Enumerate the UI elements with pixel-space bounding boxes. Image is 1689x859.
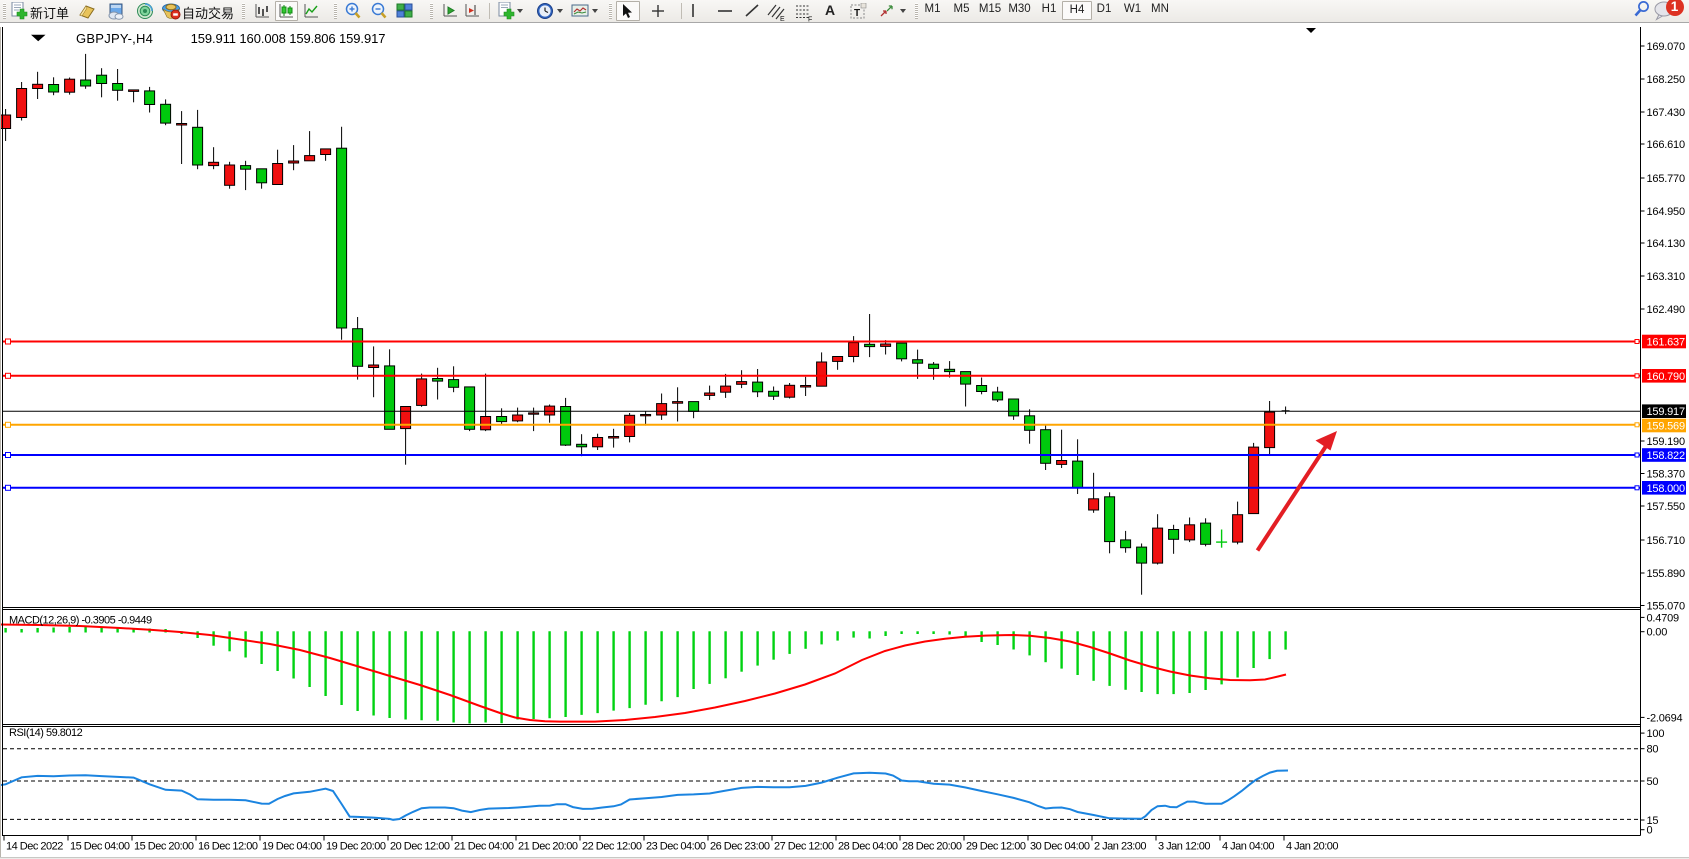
- svg-text:159.190: 159.190: [1647, 436, 1685, 448]
- svg-text:164.950: 164.950: [1647, 206, 1685, 218]
- svg-text:23 Dec 04:00: 23 Dec 04:00: [646, 841, 706, 853]
- svg-text:158.822: 158.822: [1647, 450, 1685, 462]
- svg-text:50: 50: [1647, 776, 1659, 788]
- svg-text:159.569: 159.569: [1647, 421, 1685, 433]
- svg-text:156.710: 156.710: [1647, 535, 1685, 547]
- svg-text:20 Dec 12:00: 20 Dec 12:00: [390, 841, 450, 853]
- svg-text:16 Dec 12:00: 16 Dec 12:00: [198, 841, 258, 853]
- svg-text:169.070: 169.070: [1647, 41, 1685, 53]
- svg-text:GBPJPY-,H4: GBPJPY-,H4: [76, 31, 153, 46]
- svg-text:155.890: 155.890: [1647, 568, 1685, 580]
- svg-text:22 Dec 12:00: 22 Dec 12:00: [582, 841, 642, 853]
- svg-text:21 Dec 04:00: 21 Dec 04:00: [454, 841, 514, 853]
- svg-text:27 Dec 12:00: 27 Dec 12:00: [774, 841, 834, 853]
- svg-text:80: 80: [1647, 744, 1659, 756]
- svg-text:162.490: 162.490: [1647, 304, 1685, 316]
- svg-text:4 Jan 20:00: 4 Jan 20:00: [1286, 841, 1338, 853]
- svg-text:164.130: 164.130: [1647, 238, 1685, 250]
- svg-text:161.637: 161.637: [1647, 337, 1685, 349]
- svg-text:166.610: 166.610: [1647, 139, 1685, 151]
- svg-text:T: T: [854, 8, 860, 19]
- svg-text:159.911 160.008 159.806 159.91: 159.911 160.008 159.806 159.917: [191, 31, 386, 46]
- svg-text:163.310: 163.310: [1647, 271, 1685, 283]
- svg-text:19 Dec 20:00: 19 Dec 20:00: [326, 841, 386, 853]
- svg-text:165.770: 165.770: [1647, 173, 1685, 185]
- svg-text:MACD(12,26,9) -0.3905 -0.9449: MACD(12,26,9) -0.3905 -0.9449: [9, 615, 152, 627]
- svg-text:15 Dec 04:00: 15 Dec 04:00: [70, 841, 130, 853]
- svg-text:14 Dec 2022: 14 Dec 2022: [6, 841, 63, 853]
- svg-text:0.00: 0.00: [1647, 627, 1668, 639]
- svg-text:E: E: [780, 16, 785, 22]
- svg-text:155.070: 155.070: [1647, 601, 1685, 613]
- svg-text:30 Dec 04:00: 30 Dec 04:00: [1030, 841, 1090, 853]
- svg-text:15 Dec 20:00: 15 Dec 20:00: [134, 841, 194, 853]
- svg-text:15: 15: [1647, 815, 1659, 827]
- svg-text:158.370: 158.370: [1647, 469, 1685, 481]
- svg-text:26 Dec 23:00: 26 Dec 23:00: [710, 841, 770, 853]
- svg-text:29 Dec 12:00: 29 Dec 12:00: [966, 841, 1026, 853]
- svg-text:RSI(14) 59.8012: RSI(14) 59.8012: [9, 727, 83, 739]
- svg-text:21 Dec 20:00: 21 Dec 20:00: [518, 841, 578, 853]
- svg-text:167.430: 167.430: [1647, 107, 1685, 119]
- svg-text:168.250: 168.250: [1647, 74, 1685, 86]
- svg-text:160.790: 160.790: [1647, 371, 1685, 383]
- svg-text:4 Jan 04:00: 4 Jan 04:00: [1222, 841, 1274, 853]
- svg-text:28 Dec 04:00: 28 Dec 04:00: [838, 841, 898, 853]
- svg-text:28 Dec 20:00: 28 Dec 20:00: [902, 841, 962, 853]
- svg-text:157.550: 157.550: [1647, 501, 1685, 513]
- svg-text:2 Jan 23:00: 2 Jan 23:00: [1094, 841, 1146, 853]
- svg-text:158.000: 158.000: [1647, 483, 1685, 495]
- svg-text:0: 0: [1647, 825, 1653, 837]
- svg-text:159.917: 159.917: [1647, 406, 1685, 418]
- svg-text:3 Jan 12:00: 3 Jan 12:00: [1158, 841, 1210, 853]
- svg-text:F: F: [808, 17, 812, 23]
- svg-text:-2.0694: -2.0694: [1647, 712, 1683, 724]
- svg-text:0.4709: 0.4709: [1647, 612, 1680, 624]
- svg-text:100: 100: [1647, 728, 1665, 740]
- svg-text:19 Dec 04:00: 19 Dec 04:00: [262, 841, 322, 853]
